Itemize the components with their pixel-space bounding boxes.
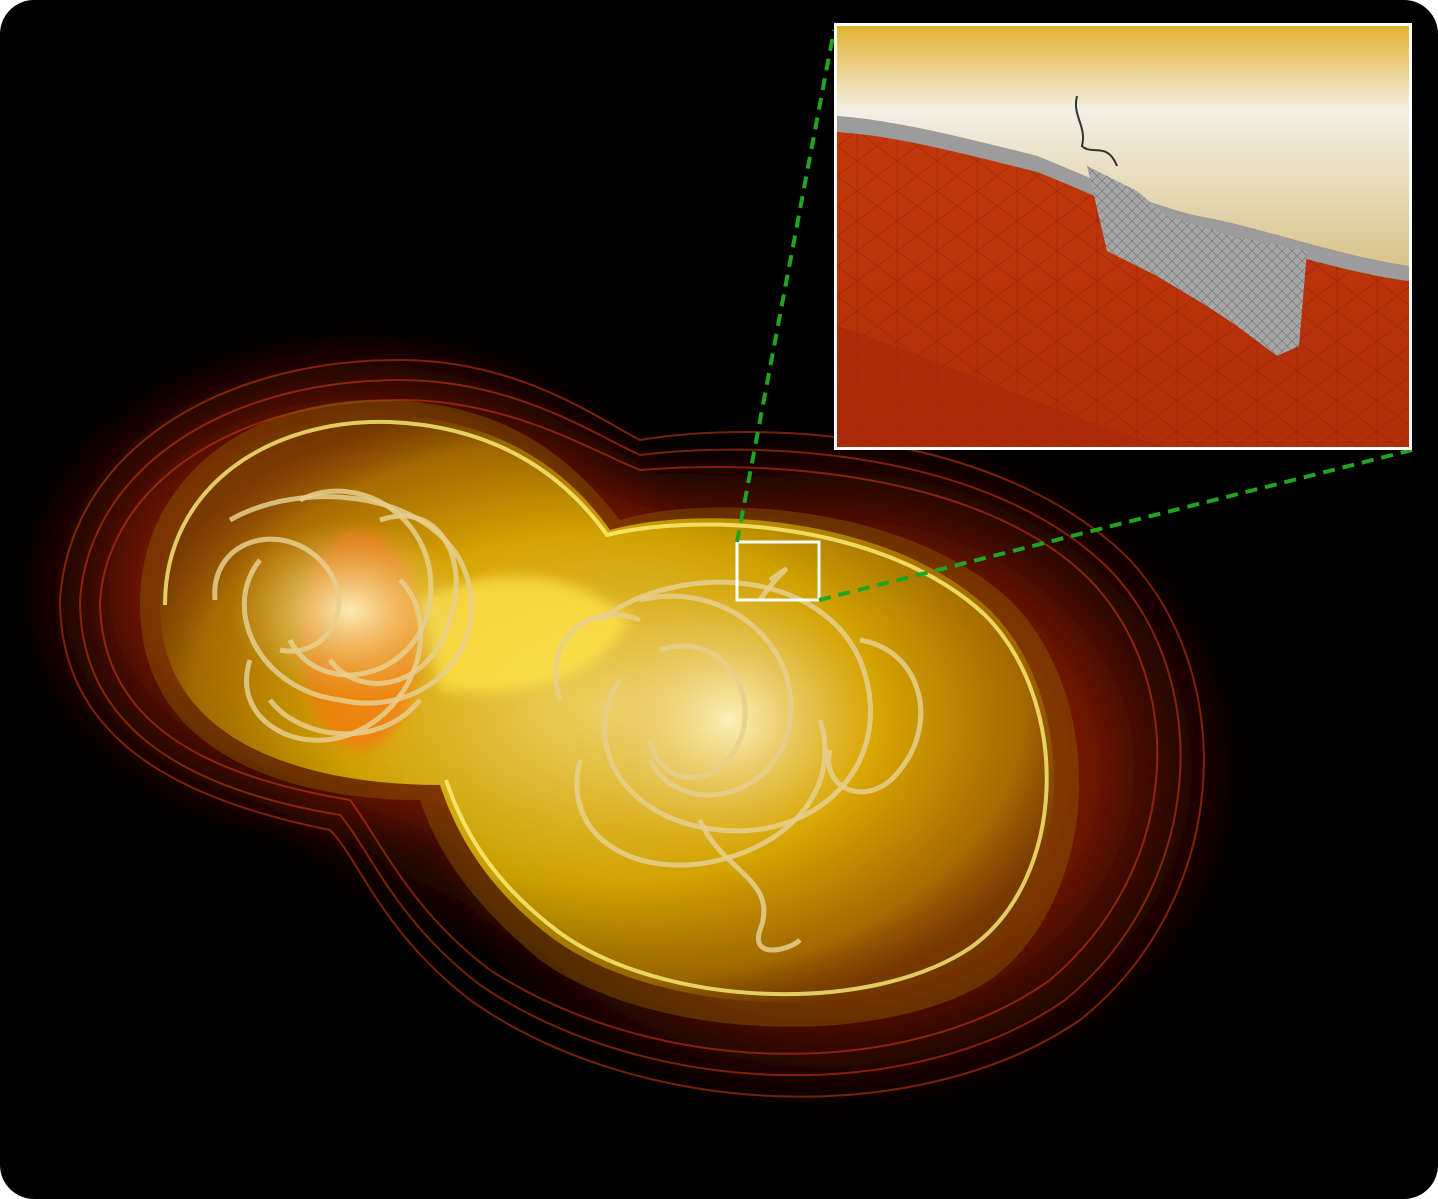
field-tangle-left [212,488,474,743]
zoom-inset [834,23,1412,450]
red-ridges [58,358,1205,1098]
inset-surface [837,26,1409,447]
zoom-connector-lines [735,29,1413,602]
zoom-region-box [735,540,821,602]
